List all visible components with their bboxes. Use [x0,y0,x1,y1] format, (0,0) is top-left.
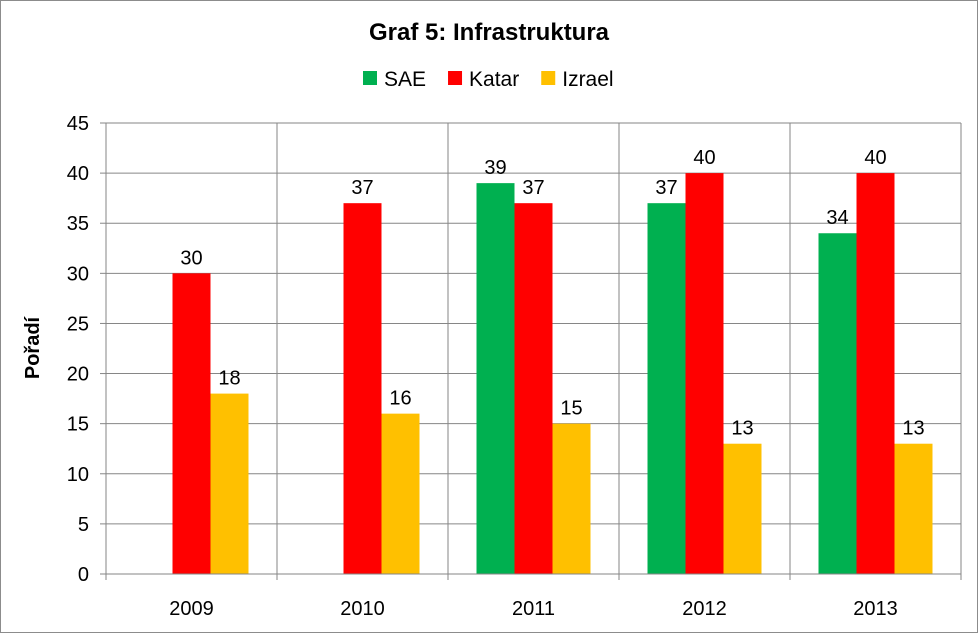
data-label: 40 [693,147,715,169]
legend-swatch-katar [448,71,463,85]
bar-katar-2011 [514,203,553,574]
y-tick-label: 45 [67,113,89,135]
bar-sae-2012 [647,203,686,574]
bars [172,173,933,574]
data-label: 37 [351,177,373,199]
legend: SAE Katar Izrael [363,68,614,91]
legend-label-katar: Katar [469,68,519,91]
legend-swatch-sae [363,71,377,85]
bar-sae-2013 [818,233,857,574]
x-tick-label: 2011 [512,598,555,620]
legend-label-sae: SAE [384,68,426,91]
x-tick-label: 2010 [340,598,385,620]
legend-swatch-izrael [541,71,556,85]
data-label: 16 [389,388,411,410]
y-tick-label: 15 [67,414,89,436]
y-tick-label: 40 [67,163,89,185]
data-label: 13 [731,418,753,440]
data-label: 39 [484,157,506,179]
bar-izrael-2013 [894,443,933,574]
bar-katar-2010 [343,203,382,574]
legend-label-izrael: Izrael [562,68,613,91]
y-tick-label: 30 [67,263,89,285]
chart-title: Graf 5: Infrastruktura [369,19,610,46]
bar-izrael-2012 [723,443,762,574]
y-tick-label: 25 [67,313,89,335]
y-tick-label: 10 [67,464,89,486]
y-axis-label: Pořadí [22,315,44,379]
data-label: 40 [864,147,886,169]
bar-sae-2011 [476,183,515,574]
data-label: 30 [180,247,202,269]
data-labels: 30 18 37 16 39 37 15 37 40 13 34 40 13 [180,147,924,440]
data-label: 18 [218,368,240,390]
y-tick-label: 0 [78,564,89,586]
y-tick-label: 35 [67,213,89,235]
bar-katar-2012 [685,173,724,574]
x-tick-label: 2009 [169,598,214,620]
y-tick-label: 5 [78,514,89,536]
bar-katar-2009 [172,273,211,574]
data-label: 37 [522,177,544,199]
axes: 0 5 10 15 20 25 30 35 40 45 2009 2010 2011 2012 2013 [67,113,962,620]
bar-izrael-2010 [381,413,420,574]
bar-izrael-2011 [552,423,591,574]
bar-izrael-2009 [210,393,249,574]
data-label: 13 [902,418,924,440]
data-label: 34 [826,207,848,229]
data-label: 15 [560,398,582,420]
y-tick-label: 20 [67,364,89,386]
x-tick-label: 2012 [682,598,727,620]
data-label: 37 [655,177,677,199]
x-tick-label: 2013 [853,598,898,620]
bar-katar-2013 [856,173,895,574]
